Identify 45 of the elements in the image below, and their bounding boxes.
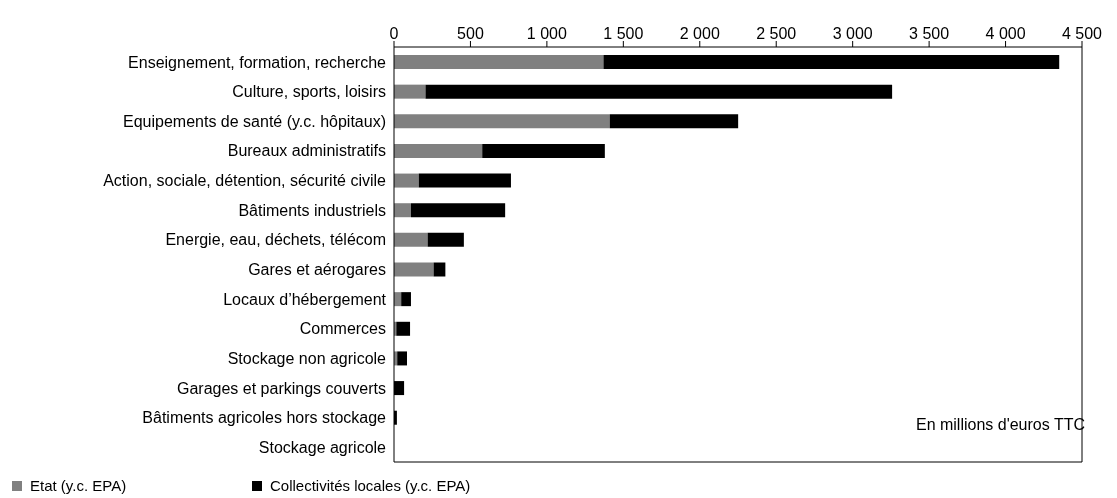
x-tick-label: 4 500: [1061, 25, 1103, 42]
y-tick-label: Garages et parkings couverts: [177, 379, 386, 397]
x-tick-label: 1 000: [526, 25, 568, 42]
y-tick-label: Bureaux administratifs: [227, 142, 386, 160]
y-tick-label: Locaux d’hébergement: [223, 290, 387, 308]
bar: [410, 203, 506, 218]
y-tick-label: Enseignement, formation, recherche: [128, 53, 387, 71]
bar: [394, 173, 419, 188]
bar: [394, 84, 426, 99]
y-tick-label: Stockage agricole: [258, 438, 387, 456]
legend-label: Etat (y.c. EPA): [30, 477, 127, 494]
y-tick-label: Gares et aérogares: [248, 261, 386, 278]
bar: [609, 114, 739, 129]
y-tick-label: Commerces: [299, 320, 386, 338]
bar: [427, 232, 464, 247]
x-tick-label: 1 500: [603, 25, 644, 42]
bar: [433, 262, 446, 277]
bar: [418, 173, 511, 188]
legend-label: Collectivités locales (y.c. EPA): [270, 477, 471, 494]
x-tick-label: 4 000: [985, 25, 1026, 42]
x-tick-label: 2 500: [756, 25, 797, 42]
bar: [401, 292, 411, 307]
x-tick-label: 0: [389, 25, 399, 42]
y-tick-label: Equipements de santé (y.c. hôpitaux): [123, 112, 386, 130]
x-tick-label: 3 000: [832, 25, 873, 42]
bar: [394, 55, 604, 69]
y-tick-label: Culture, sports, loisirs: [232, 83, 386, 101]
bar: [425, 84, 893, 99]
y-tick-label: Action, sociale, détention, sécurité civile: [103, 172, 387, 190]
x-tick-label: 2 000: [679, 25, 720, 42]
bar: [397, 351, 407, 366]
y-tick-label: Bâtiments agricoles hors stockage: [142, 409, 387, 427]
x-tick-label: 3 500: [909, 25, 950, 42]
bar: [394, 114, 610, 129]
x-tick-label: 500: [457, 25, 484, 42]
y-tick-label: Bâtiments industriels: [238, 201, 386, 219]
bar: [394, 143, 483, 158]
y-tick-label: Energie, eau, déchets, télécom: [165, 231, 386, 249]
bar: [482, 143, 605, 158]
y-tick-label: Stockage non agricole: [227, 349, 387, 367]
bar: [603, 55, 1060, 69]
bar: [394, 232, 428, 247]
bar: [394, 203, 411, 218]
bar: [394, 262, 434, 277]
annotation: En millions d'euros TTC: [915, 416, 1085, 434]
